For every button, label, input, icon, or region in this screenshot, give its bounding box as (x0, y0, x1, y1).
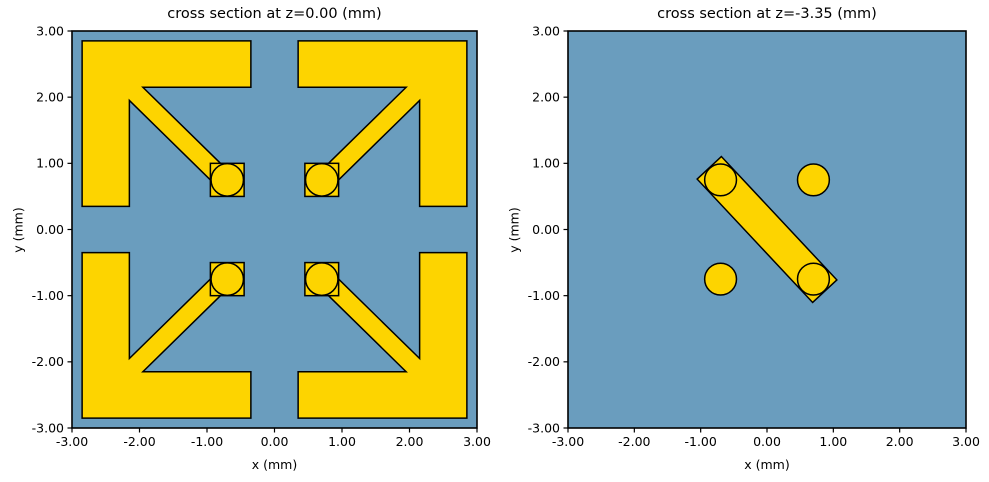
x-tick-label: -2.00 (123, 434, 155, 449)
x-tick-label: -2.00 (618, 434, 650, 449)
y-tick-label: -3.00 (528, 420, 560, 435)
right-subplot: cross section at z=-3.35 (mm) -3.00 -2.00… (507, 6, 980, 472)
y-tick-label: -2.00 (528, 354, 560, 369)
diagonal-bar (696, 155, 838, 304)
x-tick-label: 0.00 (261, 434, 289, 449)
x-tick-label: -1.00 (684, 434, 716, 449)
right-plot-canvas: -3.00 -2.00 -1.00 0.00 1.00 2.00 3.00 3.00 2.00 1… (528, 23, 980, 449)
x-tick-label: 2.00 (886, 434, 914, 449)
x-tick-label: 1.00 (328, 434, 356, 449)
y-tick-label: -2.00 (32, 354, 64, 369)
left-y-axis-label: y (mm) (10, 206, 26, 253)
right-plot-title: cross section at z=-3.35 (mm) (657, 6, 877, 22)
left-x-axis-label: x (mm) (251, 457, 298, 472)
y-tick-label: 0.00 (532, 222, 560, 237)
left-plot-title: cross section at z=0.00 (mm) (167, 6, 382, 22)
y-tick-label: -1.00 (528, 288, 560, 303)
y-tick-label: 1.00 (36, 156, 64, 171)
via-bottom-right (796, 262, 831, 296)
via-bottom-left (703, 262, 738, 296)
y-tick-label: -3.00 (32, 420, 64, 435)
y-tick-label: 0.00 (36, 222, 64, 237)
x-tick-label: -3.00 (56, 434, 88, 449)
y-tick-label: -1.00 (32, 288, 64, 303)
x-tick-label: 3.00 (952, 434, 980, 449)
via-top-left (210, 162, 245, 197)
right-x-axis-label: x (mm) (744, 457, 790, 472)
right-y-axis-label: y (mm) (506, 206, 522, 253)
x-tick-label: -1.00 (191, 434, 223, 449)
y-tick-label: 2.00 (36, 89, 64, 104)
x-tick-label: 1.00 (819, 434, 847, 449)
y-tick-label: 3.00 (36, 23, 64, 38)
x-tick-label: -3.00 (552, 434, 584, 449)
y-tick-label: 1.00 (532, 156, 560, 171)
x-tick-label: 3.00 (463, 434, 491, 449)
via-top-right (796, 163, 831, 197)
x-tick-label: 2.00 (396, 434, 424, 449)
y-tick-label: 3.00 (532, 23, 560, 38)
via-top-left (703, 163, 738, 197)
left-plot-canvas: -3.00 -2.00 -1.00 0.00 1.00 2.00 3.00 3.00 2.00 1… (32, 23, 491, 449)
left-subplot: cross section at z=0.00 (mm) -3.00 -2.00-… (11, 6, 491, 472)
via-bottom-right (304, 262, 339, 297)
x-tick-label: 0.00 (753, 434, 781, 449)
via-top-right (304, 162, 339, 197)
y-tick-label: 2.00 (532, 89, 560, 104)
via-bottom-left (210, 262, 245, 297)
